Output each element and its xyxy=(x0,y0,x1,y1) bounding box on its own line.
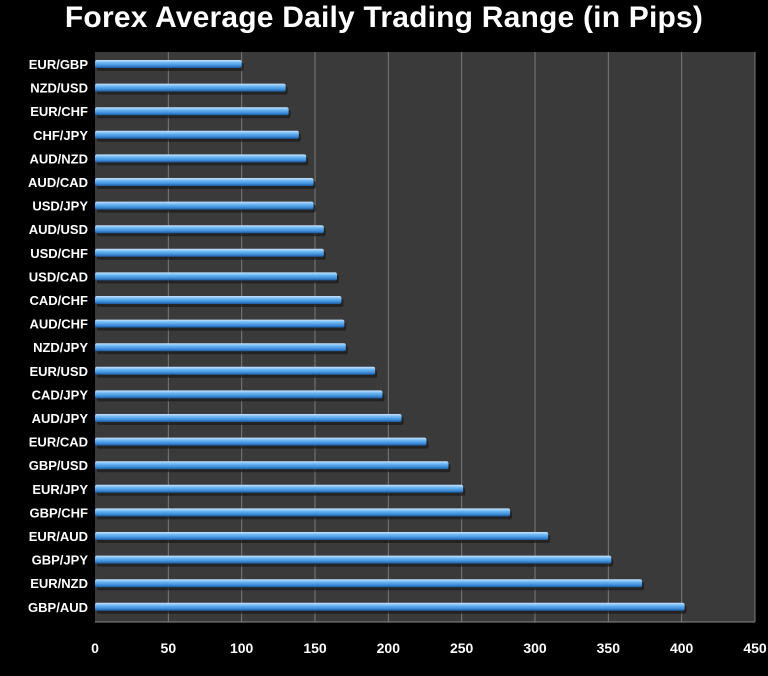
bar xyxy=(95,461,449,470)
category-label: NZD/JPY xyxy=(33,340,88,355)
bar xyxy=(95,248,324,257)
category-label: AUD/NZD xyxy=(30,151,89,166)
bar xyxy=(95,579,643,588)
category-label: EUR/AUD xyxy=(29,529,88,544)
category-label: EUR/USD xyxy=(29,364,88,379)
category-label: GBP/USD xyxy=(29,458,88,473)
bar xyxy=(95,296,342,304)
category-label: GBP/CHF xyxy=(30,505,89,520)
x-tick-label: 0 xyxy=(91,640,99,656)
bar xyxy=(95,178,314,186)
x-tick-label: 200 xyxy=(377,640,401,656)
bar xyxy=(95,602,685,611)
x-tick-label: 50 xyxy=(161,640,177,656)
category-label: GBP/AUD xyxy=(28,600,88,615)
category-label: AUD/USD xyxy=(29,222,88,237)
category-label: USD/JPY xyxy=(32,199,88,214)
bar xyxy=(95,319,345,328)
bar xyxy=(95,201,314,210)
bar xyxy=(95,366,376,375)
bar xyxy=(95,154,307,163)
category-label: CHF/JPY xyxy=(33,128,88,143)
category-label: AUD/JPY xyxy=(32,411,89,426)
category-label: AUD/CAD xyxy=(28,175,88,190)
category-label: GBP/JPY xyxy=(32,553,89,568)
bar xyxy=(95,272,337,281)
category-label: USD/CAD xyxy=(29,269,88,284)
bar xyxy=(95,130,299,139)
bar xyxy=(95,437,427,446)
category-label: NZD/USD xyxy=(30,81,88,96)
category-label: CAD/JPY xyxy=(32,387,89,402)
bar xyxy=(95,390,383,399)
category-label: EUR/GBP xyxy=(29,57,89,72)
x-tick-label: 250 xyxy=(450,640,474,656)
bar xyxy=(95,83,286,92)
x-tick-label: 350 xyxy=(597,640,621,656)
bar xyxy=(95,508,511,517)
bar xyxy=(95,343,346,352)
category-label: USD/CHF xyxy=(30,246,88,261)
category-label: AUD/CHF xyxy=(30,317,89,332)
bar xyxy=(95,225,324,234)
bar xyxy=(95,107,289,116)
category-label: EUR/NZD xyxy=(30,576,88,591)
bar xyxy=(95,532,549,540)
plot-area xyxy=(95,52,755,622)
x-tick-label: 300 xyxy=(523,640,547,656)
category-label: EUR/JPY xyxy=(32,482,88,497)
x-tick-label: 450 xyxy=(743,640,767,656)
x-tick-label: 100 xyxy=(230,640,254,656)
chart-title: Forex Average Daily Trading Range (in Pi… xyxy=(64,1,704,34)
category-label: EUR/CAD xyxy=(29,435,88,450)
bar xyxy=(95,484,464,493)
category-label: EUR/CHF xyxy=(30,104,88,119)
category-label: CAD/CHF xyxy=(30,293,89,308)
x-tick-label: 400 xyxy=(670,640,694,656)
x-tick-label: 150 xyxy=(303,640,327,656)
bar xyxy=(95,555,612,564)
bar xyxy=(95,60,242,68)
bar xyxy=(95,414,402,422)
